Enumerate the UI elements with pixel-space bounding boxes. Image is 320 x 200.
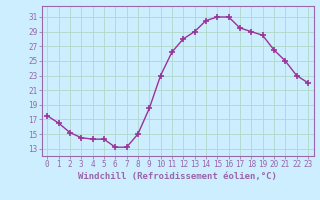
- X-axis label: Windchill (Refroidissement éolien,°C): Windchill (Refroidissement éolien,°C): [78, 172, 277, 181]
